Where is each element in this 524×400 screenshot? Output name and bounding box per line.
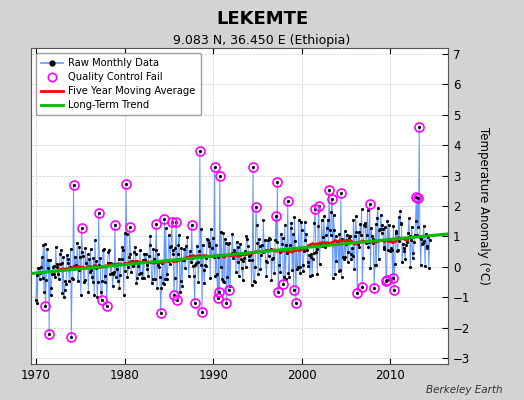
Text: 9.083 N, 36.450 E (Ethiopia): 9.083 N, 36.450 E (Ethiopia): [173, 34, 351, 47]
Text: Berkeley Earth: Berkeley Earth: [427, 385, 503, 395]
Text: LEKEMTE: LEKEMTE: [216, 10, 308, 28]
Y-axis label: Temperature Anomaly (°C): Temperature Anomaly (°C): [477, 127, 490, 285]
Legend: Raw Monthly Data, Quality Control Fail, Five Year Moving Average, Long-Term Tren: Raw Monthly Data, Quality Control Fail, …: [37, 53, 201, 115]
